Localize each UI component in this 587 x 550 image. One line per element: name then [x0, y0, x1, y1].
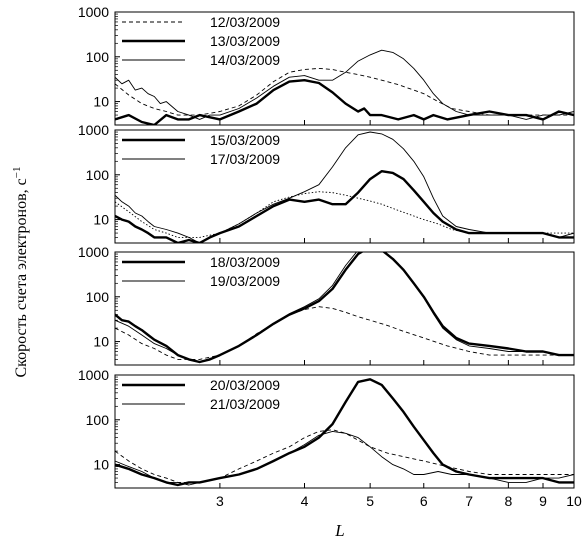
series-line [115, 430, 574, 486]
x-tick-label: 10 [566, 493, 582, 509]
y-axis-label-exponent: −1 [11, 167, 23, 179]
legend-label: 19/03/2009 [210, 273, 280, 289]
y-tick-label: 10 [93, 334, 109, 350]
series-line [115, 67, 574, 116]
x-tick-label: 9 [539, 493, 547, 509]
y-tick-label: 1000 [78, 122, 109, 138]
panel-frame [114, 11, 575, 126]
legend-label: 21/03/2009 [210, 396, 280, 412]
series-line [115, 170, 574, 243]
y-tick-label: 1000 [78, 4, 109, 20]
chart-panels: 10100100012/03/200913/03/200914/03/20091… [78, 4, 582, 509]
y-tick-label: 1000 [78, 244, 109, 260]
series-line [115, 131, 574, 243]
series-line [115, 252, 574, 363]
series-line [115, 49, 574, 120]
legend-label: 17/03/2009 [210, 151, 280, 167]
panel-2: 10 100 1000 15/03/2009 17/03/2009 [78, 122, 575, 244]
series-line [115, 79, 574, 125]
y-tick-label: 100 [86, 289, 110, 305]
y-tick-label: 100 [86, 167, 110, 183]
x-tick-label: 7 [465, 493, 473, 509]
y-tick-label: 10 [93, 212, 109, 228]
legend-label: 20/03/2009 [210, 377, 280, 393]
panel-frame [114, 251, 575, 366]
panel-frame [114, 129, 575, 244]
y-tick-label: 10 [93, 94, 109, 110]
panel-1: 10 100 1000 12/03/2009 13/03/2009 14/03/2009 [78, 4, 575, 126]
panel-frame [114, 374, 575, 489]
x-axis-label: L [334, 521, 344, 540]
series-line [115, 378, 574, 487]
legend-label: 12/03/2009 [210, 14, 280, 30]
panel-4: 10 100 1000 3 4 5 6 7 8 9 10 20/03/2009 21/03/2009 [78, 367, 582, 509]
y-tick-label: 1000 [78, 367, 109, 383]
series-line [115, 429, 574, 483]
legend-label: 15/03/2009 [210, 132, 280, 148]
x-tick-label: 6 [420, 493, 428, 509]
series-line [115, 306, 574, 360]
y-tick-label: 10 [93, 457, 109, 473]
y-tick-label: 100 [86, 412, 110, 428]
legend-label: 18/03/2009 [210, 254, 280, 270]
x-tick-label: 4 [301, 493, 309, 509]
x-tick-label: 3 [216, 493, 224, 509]
y-tick-label: 100 [86, 49, 110, 65]
y-axis-label-text: Скорость счета электронов, с [13, 178, 30, 377]
panel-3: 10 100 1000 18/03/2009 19/03/2009 [78, 244, 575, 366]
series-line [115, 252, 574, 364]
legend-label: 14/03/2009 [210, 52, 280, 68]
x-tick-label: 8 [504, 493, 512, 509]
y-axis-label: Скорость счета электронов, с−1 [11, 167, 30, 378]
x-tick-label: 5 [366, 493, 374, 509]
legend-label: 13/03/2009 [210, 33, 280, 49]
series-line [115, 191, 574, 238]
